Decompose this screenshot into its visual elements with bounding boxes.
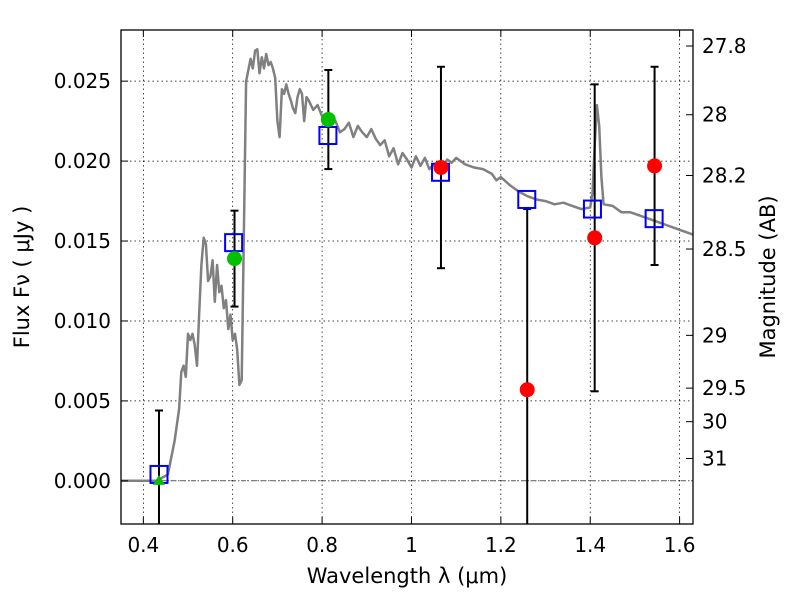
y2-tick-label: 30 [702,410,727,434]
x-tick-label: 0.6 [217,533,249,557]
x-axis-label: Wavelength λ (μm) [307,564,508,588]
model-flux-square [644,209,664,229]
y2-tick-label: 27.8 [702,34,747,58]
x-tick-label: 0.4 [127,533,159,557]
x-tick-label: 1.2 [485,533,517,557]
x-tick-label: 1.6 [664,533,696,557]
low-significance-point [647,158,663,174]
grid [121,30,693,524]
upper-limit-marker [152,474,165,485]
x-tick-label: 0.8 [306,533,338,557]
low-significance-point [587,230,603,246]
y2-tick-label: 31 [702,446,727,470]
low-significance-point [519,382,535,398]
model-spectrum [121,47,693,483]
y-tick-label: 0.025 [54,69,111,93]
y2-tick-label: 29 [702,323,727,347]
model-flux-square [582,199,602,219]
axis-ticks: 0.4 0.6 0.8 1 1.2 1.4 1.6 0.000 0.005 0.010 0.015 0… [54,30,747,557]
y2-tick-label: 28.5 [702,237,747,261]
y2-tick-label: 28.2 [702,163,747,187]
y2-tick-label: 28 [702,103,727,127]
y-axis-label: Flux Fν ( μJy ) [10,206,34,349]
spectrum-line [121,47,693,483]
y-tick-label: 0.020 [54,149,111,173]
y-tick-label: 0.005 [54,389,111,413]
y2-tick-label: 29.5 [702,376,747,400]
model-flux-square [224,233,244,253]
y-tick-label: 0.015 [54,229,111,253]
x-tick-label: 1.4 [574,533,606,557]
x-tick-label: 1 [405,533,418,557]
detection-point [320,112,336,128]
model-flux-square [318,126,338,146]
y-tick-label: 0.010 [54,309,111,333]
low-significance-point [433,159,449,175]
y-tick-label: 0.000 [54,469,111,493]
model-flux-square [517,189,537,209]
y2-axis-label: Magnitude (AB) [756,195,780,358]
data-markers [149,112,664,485]
plot-frame [120,29,694,525]
detection-point [227,251,243,267]
